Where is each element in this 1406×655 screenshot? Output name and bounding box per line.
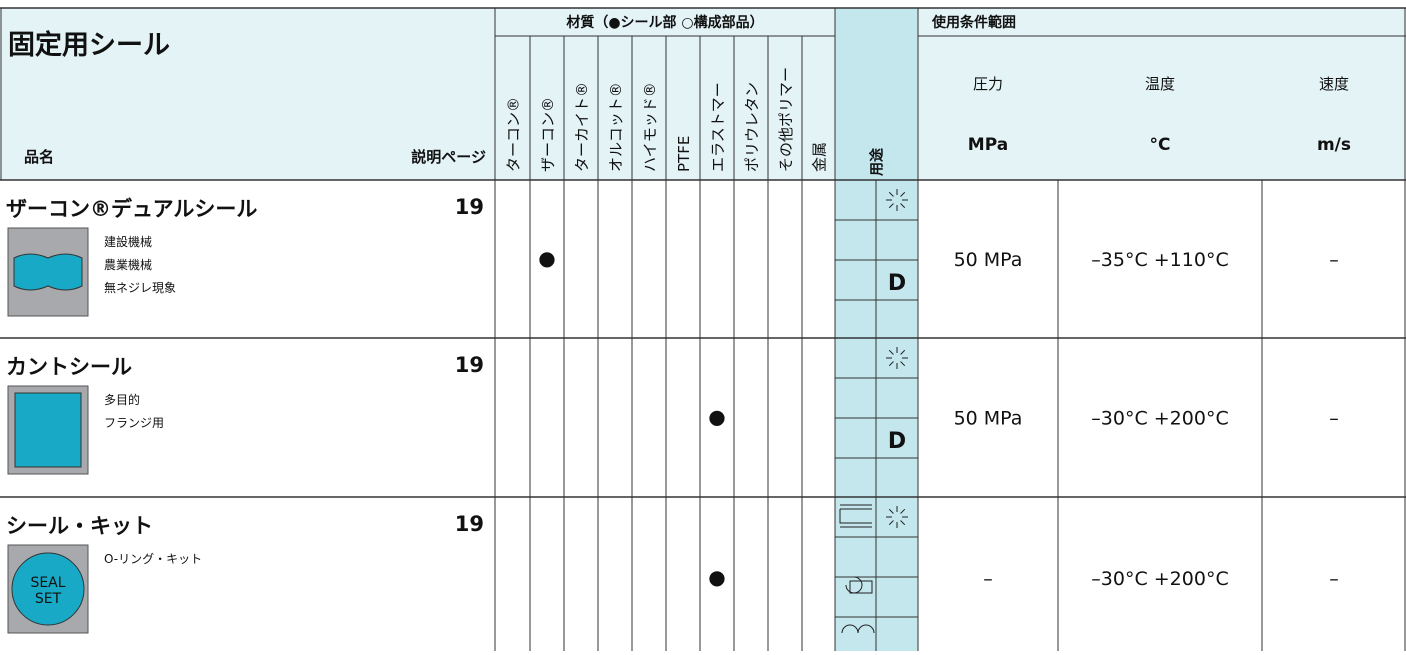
table-title: 固定用シール xyxy=(8,29,170,61)
icon-label: SEAL xyxy=(30,575,65,591)
condition-value: – xyxy=(983,568,993,590)
condition-label: 速度 xyxy=(1319,75,1349,93)
sun-ray xyxy=(900,191,906,197)
usage-code: D xyxy=(888,271,906,296)
material-header: PTFE xyxy=(675,136,693,172)
feature: O-リング・キット xyxy=(104,552,202,566)
materials-title: 材質（●シール部 ○構成部品） xyxy=(566,14,763,31)
item-name: シール・キット xyxy=(6,514,153,538)
condition-value: –30°C +200°C xyxy=(1091,568,1228,590)
material-header: ターコン® xyxy=(505,97,523,172)
material-header: ザーコン® xyxy=(539,97,557,172)
item-page: 19 xyxy=(455,512,484,536)
condition-label: 温度 xyxy=(1145,75,1175,93)
feature: 建設機械 xyxy=(104,234,152,249)
sun-ray xyxy=(888,191,894,197)
usage-icon xyxy=(841,624,875,634)
sun-ray xyxy=(888,508,894,514)
conditions-title: 使用条件範囲 xyxy=(931,14,1016,31)
item-name: カントシール xyxy=(6,355,132,379)
material-header: その他ポリマー xyxy=(777,67,795,172)
body-bg xyxy=(0,180,835,651)
seal-shape xyxy=(14,392,82,468)
sun-ray xyxy=(900,508,906,514)
condition-value: –30°C +200°C xyxy=(1091,408,1228,430)
material-header: ポリウレタン xyxy=(743,82,761,172)
sun-ray xyxy=(900,349,906,355)
sun-ray xyxy=(900,361,906,367)
usage-icon xyxy=(845,576,873,594)
condition-value: – xyxy=(1329,568,1339,590)
name-label: 品名 xyxy=(24,148,54,166)
sun-ray xyxy=(900,203,906,209)
body-bg xyxy=(918,180,1406,651)
sun-ray xyxy=(900,520,906,526)
seal-shape xyxy=(11,552,85,626)
material-header: ハイモッド® xyxy=(641,82,659,172)
feature: 無ネジレ現象 xyxy=(104,280,176,295)
item-page: 19 xyxy=(455,353,484,377)
feature: 農業機械 xyxy=(104,257,152,272)
material-header: 金属 xyxy=(811,142,829,172)
material-mark: ● xyxy=(708,565,725,589)
condition-unit: m/s xyxy=(1317,135,1351,155)
icon-label: SET xyxy=(35,591,62,607)
condition-value: – xyxy=(1329,249,1339,271)
condition-label: 圧力 xyxy=(973,75,1003,93)
material-mark: ● xyxy=(538,246,555,270)
sun-ray xyxy=(888,349,894,355)
condition-value: – xyxy=(1329,408,1339,430)
sun-ray xyxy=(888,520,894,526)
page-label: 説明ページ xyxy=(411,148,486,166)
condition-value: 50 MPa xyxy=(954,249,1023,271)
feature: 多目的 xyxy=(104,392,140,407)
condition-unit: °C xyxy=(1150,135,1171,155)
usage-icon xyxy=(839,504,872,528)
material-header: ターカイト® xyxy=(573,82,591,172)
material-header: オルコット® xyxy=(607,82,625,172)
material-header: エラストマー xyxy=(709,82,727,172)
usage-code: D xyxy=(888,429,906,454)
item-name: ザーコン®デュアルシール xyxy=(6,197,257,221)
seal-shape xyxy=(13,253,83,291)
condition-value: –35°C +110°C xyxy=(1091,249,1228,271)
feature: フランジ用 xyxy=(104,416,164,430)
sun-ray xyxy=(888,203,894,209)
material-mark: ● xyxy=(708,405,725,429)
item-page: 19 xyxy=(455,195,484,219)
condition-unit: MPa xyxy=(968,135,1008,155)
usage-header: 用途 xyxy=(869,147,886,176)
condition-value: 50 MPa xyxy=(954,408,1023,430)
sun-ray xyxy=(888,361,894,367)
header-bg xyxy=(0,8,1406,180)
